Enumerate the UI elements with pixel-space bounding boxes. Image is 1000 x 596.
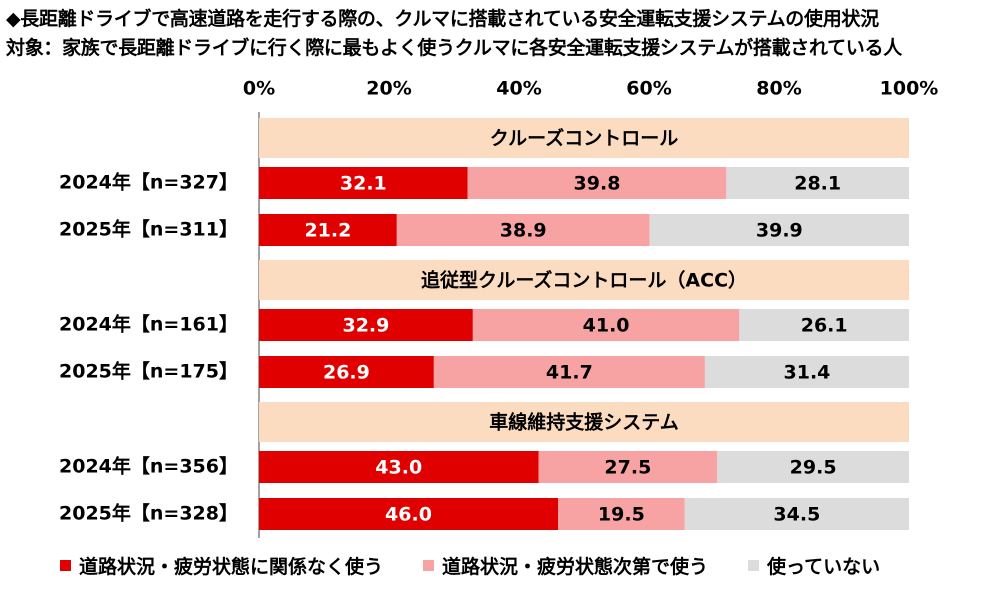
row-label: 2024年【n=356】 — [59, 455, 238, 478]
group-header-band — [259, 118, 909, 158]
bar-segment — [726, 167, 909, 199]
bar-segment — [684, 498, 909, 530]
legend-label-depends: 道路状況・疲労状態次第で使う — [442, 556, 709, 578]
row-label: 2025年【n=175】 — [59, 360, 238, 383]
data-label: 41.0 — [583, 315, 630, 337]
bar-segment — [704, 356, 909, 388]
group-header-label: クルーズコントロール — [490, 127, 678, 150]
bar-segment — [538, 451, 718, 483]
data-label: 26.9 — [323, 362, 370, 384]
data-label: 32.9 — [342, 315, 389, 337]
bar-segment — [739, 309, 909, 341]
data-label: 27.5 — [604, 457, 651, 479]
group-header-label: 車線維持支援システム — [489, 411, 678, 434]
bar-segment — [472, 309, 740, 341]
x-tick-label: 0% — [243, 78, 275, 100]
x-tick-label: 100% — [880, 78, 939, 100]
bar-segment — [259, 356, 434, 388]
bar-segment — [467, 167, 727, 199]
row-label: 2024年【n=327】 — [59, 171, 238, 194]
legend-swatch-always — [60, 560, 71, 571]
legend-item-always: 道路状況・疲労状態に関係なく使う — [60, 552, 383, 579]
data-label: 26.1 — [801, 315, 848, 337]
row-label: 2025年【n=311】 — [59, 218, 238, 241]
bar-segment — [259, 167, 468, 199]
x-tick-label: 20% — [366, 78, 411, 100]
x-tick-label: 40% — [496, 78, 541, 100]
legend-label-always: 道路状況・疲労状態に関係なく使う — [79, 556, 384, 578]
bar-segment — [259, 451, 539, 483]
bar-segment — [259, 498, 558, 530]
legend: 道路状況・疲労状態に関係なく使う 道路状況・疲労状態次第で使う 使っていない — [60, 552, 920, 579]
x-tick-label: 80% — [756, 78, 801, 100]
legend-item-not-used: 使っていない — [748, 552, 880, 579]
bar-segment — [433, 356, 705, 388]
bar-segment — [558, 498, 685, 530]
chart-title: ◆長距離ドライブで高速道路を走行する際の、クルマに搭載されている安全運転支援シス… — [6, 8, 879, 30]
data-label: 28.1 — [794, 173, 841, 195]
data-label: 39.9 — [756, 220, 803, 242]
data-label: 46.0 — [385, 504, 432, 526]
data-label: 21.2 — [304, 220, 351, 242]
data-label: 34.5 — [773, 504, 820, 526]
chart-subtitle: 対象：家族で長距離ドライブに行く際に最もよく使うクルマに各安全運転支援システムが… — [6, 37, 902, 59]
data-label: 19.5 — [598, 504, 645, 526]
legend-item-depends: 道路状況・疲労状態次第で使う — [423, 552, 708, 579]
data-label: 32.1 — [340, 173, 387, 195]
bar-segment — [259, 214, 397, 246]
data-label: 43.0 — [375, 457, 422, 479]
bar-segment — [259, 309, 473, 341]
bar-segment — [649, 214, 909, 246]
data-label: 39.8 — [574, 173, 621, 195]
x-tick-label: 60% — [626, 78, 671, 100]
row-label: 2025年【n=328】 — [59, 502, 238, 525]
bar-segment — [717, 451, 909, 483]
data-label: 31.4 — [784, 362, 831, 384]
data-label: 41.7 — [546, 362, 593, 384]
data-label: 38.9 — [500, 220, 547, 242]
data-label: 29.5 — [790, 457, 837, 479]
legend-swatch-not-used — [748, 560, 760, 571]
bar-segment — [396, 214, 650, 246]
group-header-band — [259, 402, 909, 442]
group-header-label: 追従型クルーズコントロール（ACC） — [421, 269, 747, 292]
row-label: 2024年【n=161】 — [59, 313, 238, 336]
legend-label-not-used: 使っていない — [767, 556, 881, 578]
group-header-band — [259, 260, 909, 300]
legend-swatch-depends — [423, 560, 435, 571]
